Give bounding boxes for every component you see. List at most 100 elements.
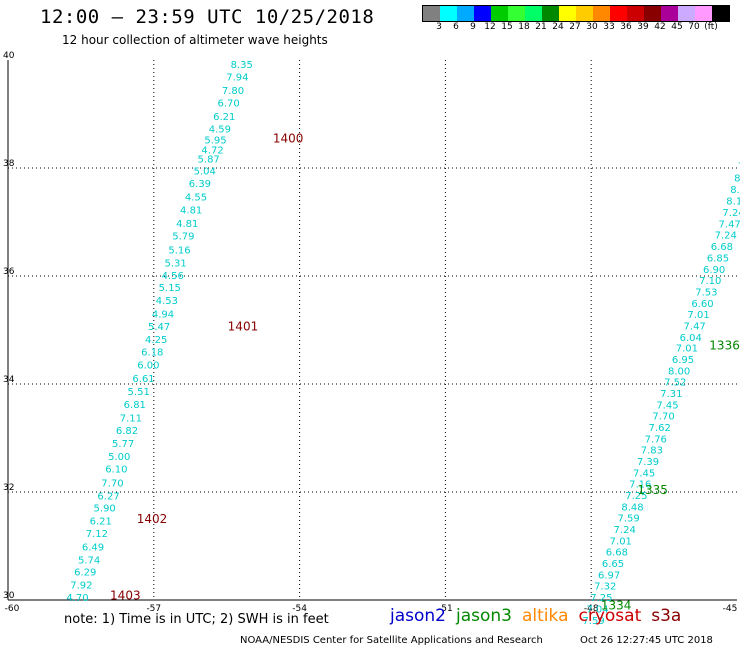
x-tick-label: -45 (723, 604, 738, 614)
wave-height-label: 7.47 (719, 219, 740, 230)
color-scale-label: 3 (436, 22, 442, 32)
color-swatch (712, 6, 729, 21)
color-scale-label: 70 (688, 22, 700, 32)
wave-height-label: 7 (738, 162, 740, 173)
wave-height-label: 6.68 (606, 548, 628, 559)
wave-height-label: 5.95 (204, 136, 226, 147)
legend-item-jason2: jason2 (390, 606, 446, 626)
color-swatch (576, 6, 593, 21)
x-tick-label: -57 (146, 604, 161, 614)
color-swatch (610, 6, 627, 21)
units-note: note: 1) Time is in UTC; 2) SWH is in fe… (64, 612, 329, 627)
wave-height-label: 7.24 (715, 231, 737, 242)
satellite-legend: jason2 jason3 altika cryosat s3a (390, 606, 691, 626)
color-scale-label: 39 (637, 22, 649, 32)
wave-height-label: 6.68 (711, 242, 733, 253)
wave-height-label: 6.27 (97, 492, 119, 503)
wave-height-label: 7.01 (610, 536, 632, 547)
map-subtitle: 12 hour collection of altimeter wave hei… (62, 33, 328, 47)
wave-height-label: 5.31 (164, 258, 186, 269)
wave-height-label: 7.32 (594, 582, 616, 593)
wave-height-label: 6.97 (598, 570, 620, 581)
color-swatch (525, 6, 542, 21)
wave-height-label: 6.04 (680, 333, 702, 344)
time-label: 1336 (709, 338, 740, 352)
y-tick-label: 38 (3, 159, 15, 169)
legend-item-jason3: jason3 (456, 606, 512, 626)
wave-height-label: 6.18 (141, 347, 163, 358)
wave-height-label: 4.56 (162, 271, 184, 282)
color-scale-label: 18 (518, 22, 530, 32)
color-scale-label: 9 (470, 22, 476, 32)
wave-height-label: 8.6 (730, 185, 740, 196)
color-swatch (508, 6, 525, 21)
wave-height-label: 7.39 (637, 457, 659, 468)
wave-height-label: 8.00 (668, 366, 690, 377)
color-swatch (593, 6, 610, 21)
time-label: 1403 (110, 588, 141, 602)
wave-height-label: 8. (734, 174, 740, 185)
wave-height-label: 8.18 (726, 197, 740, 208)
wave-height-label: 5.87 (198, 155, 220, 166)
wave-height-label: 5.74 (78, 555, 100, 566)
color-scale-label: 24 (552, 22, 564, 32)
wave-height-label: 7.92 (70, 581, 92, 592)
wave-height-label: 6.70 (217, 98, 239, 109)
wave-height-label: 4.94 (152, 310, 174, 321)
y-tick-label: 36 (3, 267, 15, 277)
x-tick-label: -48 (584, 604, 599, 614)
wave-height-label: 7.24 (614, 525, 636, 536)
time-label: 1335 (637, 483, 668, 497)
wave-height-label: 5.90 (94, 503, 116, 514)
wave-height-label: 5.51 (128, 387, 150, 398)
timestamp: Oct 26 12:27:45 UTC 2018 (580, 635, 713, 646)
wave-height-label: 6.00 (137, 360, 159, 371)
wave-height-label: 7.52 (664, 378, 686, 389)
color-swatch (695, 6, 712, 21)
color-scale-label: 27 (569, 22, 581, 32)
wave-height-label: 5.04 (194, 166, 216, 177)
wave-height-label: 7.25 (625, 491, 647, 502)
color-swatch (678, 6, 695, 21)
wave-height-label: 5.16 (168, 245, 190, 256)
wave-height-label: 5.15 (159, 283, 181, 294)
wave-height-label: 6.60 (691, 299, 713, 310)
y-tick-label: 32 (3, 483, 14, 493)
wave-height-label: 4.70 (66, 593, 88, 604)
wave-height-label: 4.25 (145, 335, 167, 346)
y-tick-label: 34 (3, 375, 15, 385)
wave-height-label: 7.62 (649, 423, 671, 434)
color-swatch (644, 6, 661, 21)
color-swatch (457, 6, 474, 21)
credit-text: NOAA/NESDIS Center for Satellite Applica… (240, 635, 543, 646)
color-swatch (627, 6, 644, 21)
color-scale-label: (ft) (704, 22, 718, 32)
time-label: 1400 (273, 132, 304, 146)
wave-height-label: 7.47 (684, 321, 706, 332)
wave-height-label: 5.79 (172, 231, 194, 242)
wave-height-label: 5.77 (112, 439, 134, 450)
x-tick-label: -51 (438, 604, 453, 614)
wave-height-label: 7.59 (582, 616, 604, 627)
color-swatch (423, 6, 440, 21)
wave-height-label: 7.76 (645, 434, 667, 445)
wave-height-label: 6.85 (707, 253, 729, 264)
wave-height-label: 6.61 (132, 374, 154, 385)
x-tick-label: -54 (292, 604, 307, 614)
map-title: 12:00 – 23:59 UTC 10/25/2018 (40, 6, 375, 28)
wave-height-label: 7.31 (660, 389, 682, 400)
color-scale-label: 30 (586, 22, 598, 32)
wave-height-label: 4.72 (201, 145, 223, 156)
wave-height-label: 7.59 (617, 514, 639, 525)
wave-height-label: 7.11 (120, 413, 142, 424)
wave-height-label: 7.80 (222, 86, 244, 97)
wave-height-label: 6.95 (672, 355, 694, 366)
wave-height-label: 7.01 (676, 344, 698, 355)
wave-height-label: 6.49 (82, 542, 104, 553)
legend-item-s3a: s3a (651, 606, 682, 626)
wave-height-label: 7.10 (699, 276, 721, 287)
wave-height-label: 8.35 (231, 60, 253, 71)
wave-height-label: 6.81 (124, 400, 146, 411)
legend-item-cryosat: cryosat (578, 606, 642, 626)
